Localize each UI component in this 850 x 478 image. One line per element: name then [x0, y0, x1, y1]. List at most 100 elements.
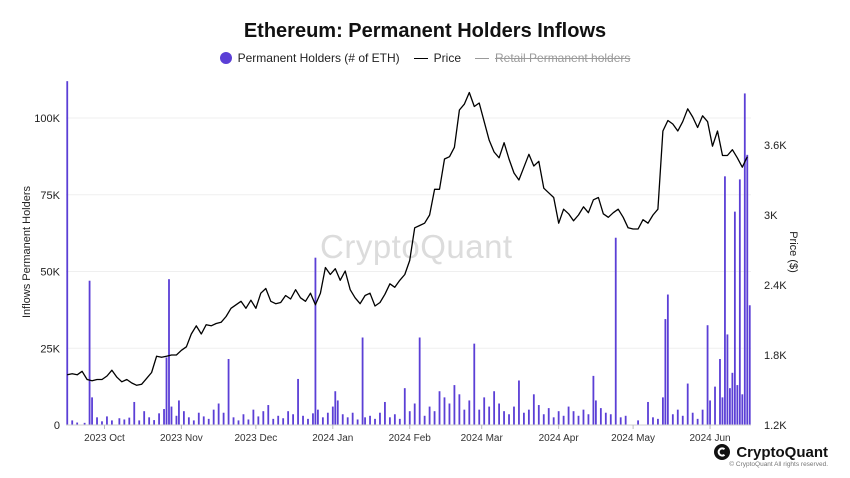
- bar-230: [637, 420, 639, 425]
- bar-190: [537, 405, 540, 425]
- brand-name: CryptoQuant: [736, 443, 828, 461]
- bar-236: [652, 417, 654, 425]
- bar-81: [267, 405, 270, 425]
- bar-192: [542, 414, 545, 425]
- bar-99: [312, 413, 314, 425]
- bar-119: [361, 337, 364, 425]
- bar-37: [158, 413, 160, 425]
- y-right-tick-label-0: 1.2K: [764, 420, 787, 432]
- bar-9: [88, 280, 91, 425]
- bar-100: [314, 257, 317, 425]
- bar-47: [182, 411, 185, 425]
- bar-14: [101, 421, 103, 425]
- y-left-tick-label-0: 0: [54, 420, 60, 432]
- bar-120: [364, 417, 366, 425]
- bar-27: [133, 401, 136, 425]
- bar-61: [217, 403, 220, 425]
- x-tick-label-8: 2024 Jun: [689, 433, 730, 444]
- bar-69: [237, 420, 240, 425]
- bar-252: [691, 412, 694, 425]
- bar-217: [604, 412, 607, 425]
- bar-44: [175, 415, 178, 425]
- bar-170: [488, 406, 491, 425]
- bar-113: [346, 417, 349, 425]
- x-tick-label-2: 2023 Dec: [234, 433, 277, 444]
- bar-254: [696, 418, 699, 425]
- bar-188: [532, 394, 535, 425]
- bar-225: [624, 415, 627, 425]
- bar-115: [351, 412, 354, 425]
- bar-154: [448, 403, 451, 425]
- bar-150: [438, 391, 441, 425]
- bar-63: [222, 412, 225, 425]
- legend-label-retail: Retail Permanent holders: [495, 51, 631, 65]
- bar-198: [557, 411, 560, 425]
- bar-77: [257, 416, 260, 425]
- bar-31: [143, 411, 146, 425]
- bar-148: [433, 411, 436, 425]
- bar-182: [518, 380, 520, 425]
- bar-7: [83, 422, 86, 425]
- bar-213: [594, 400, 597, 425]
- brand-logo-area: CryptoQuant: [713, 443, 828, 461]
- bar-158: [458, 394, 461, 425]
- bar-221: [614, 237, 617, 425]
- bar-136: [403, 388, 406, 425]
- bar-172: [493, 391, 496, 425]
- bar-266: [726, 334, 729, 425]
- bar-4: [76, 422, 79, 425]
- bar-108: [334, 391, 337, 425]
- bar-124: [374, 418, 376, 425]
- bar-111: [341, 414, 344, 425]
- legend-item-price[interactable]: Price: [413, 51, 461, 65]
- bar-55: [202, 416, 205, 425]
- bar-126: [379, 412, 381, 425]
- x-tick-label-5: 2024 Mar: [461, 433, 504, 444]
- bar-12: [96, 417, 98, 425]
- bar-272: [741, 394, 744, 425]
- bar-18: [111, 420, 113, 425]
- bar-184: [523, 412, 525, 425]
- y-right-tick-label-3: 3K: [764, 210, 778, 222]
- bar-174: [498, 403, 500, 425]
- bar-79: [262, 411, 265, 425]
- bar-250: [686, 383, 689, 425]
- bar-146: [428, 406, 431, 425]
- bar-71: [242, 414, 245, 425]
- watermark: CryptoQuant: [320, 228, 513, 265]
- bar-258: [706, 325, 709, 425]
- bar-204: [572, 411, 575, 425]
- bar-109: [336, 400, 339, 425]
- bar-53: [197, 412, 200, 425]
- bar-166: [478, 409, 481, 425]
- bar-176: [503, 411, 505, 425]
- bar-240: [661, 397, 664, 425]
- bar-259: [709, 400, 711, 425]
- y-right-tick-label-4: 3.6K: [764, 140, 787, 152]
- bar-117: [356, 419, 359, 425]
- bar-107: [331, 406, 334, 425]
- bar-263: [719, 358, 721, 425]
- bar-57: [207, 418, 210, 425]
- legend-label-price: Price: [433, 51, 461, 65]
- legend-label-permanent-holders: Permanent Holders (# of ETH): [237, 51, 400, 65]
- x-tick-label-7: 2024 May: [611, 433, 655, 444]
- bar-264: [721, 397, 724, 425]
- cryptoquant-logo-icon: [714, 444, 731, 460]
- bar-105: [326, 412, 329, 425]
- bar-162: [468, 400, 471, 425]
- bar-2: [71, 420, 74, 425]
- bar-140: [413, 403, 416, 425]
- bar-200: [562, 415, 565, 425]
- bar-274: [746, 154, 749, 425]
- legend-item-permanent-holders[interactable]: Permanent Holders (# of ETH): [219, 51, 400, 65]
- legend-item-retail[interactable]: Retail Permanent holders: [475, 51, 630, 65]
- y-right-tick-label-1: 1.8K: [764, 350, 787, 362]
- bar-130: [388, 417, 391, 425]
- bar-271: [738, 179, 741, 425]
- y-right-tick-label-2: 2.4K: [764, 280, 787, 292]
- bar-85: [277, 415, 280, 425]
- x-tick-label-0: 2023 Oct: [84, 433, 125, 444]
- bar-65: [227, 358, 230, 425]
